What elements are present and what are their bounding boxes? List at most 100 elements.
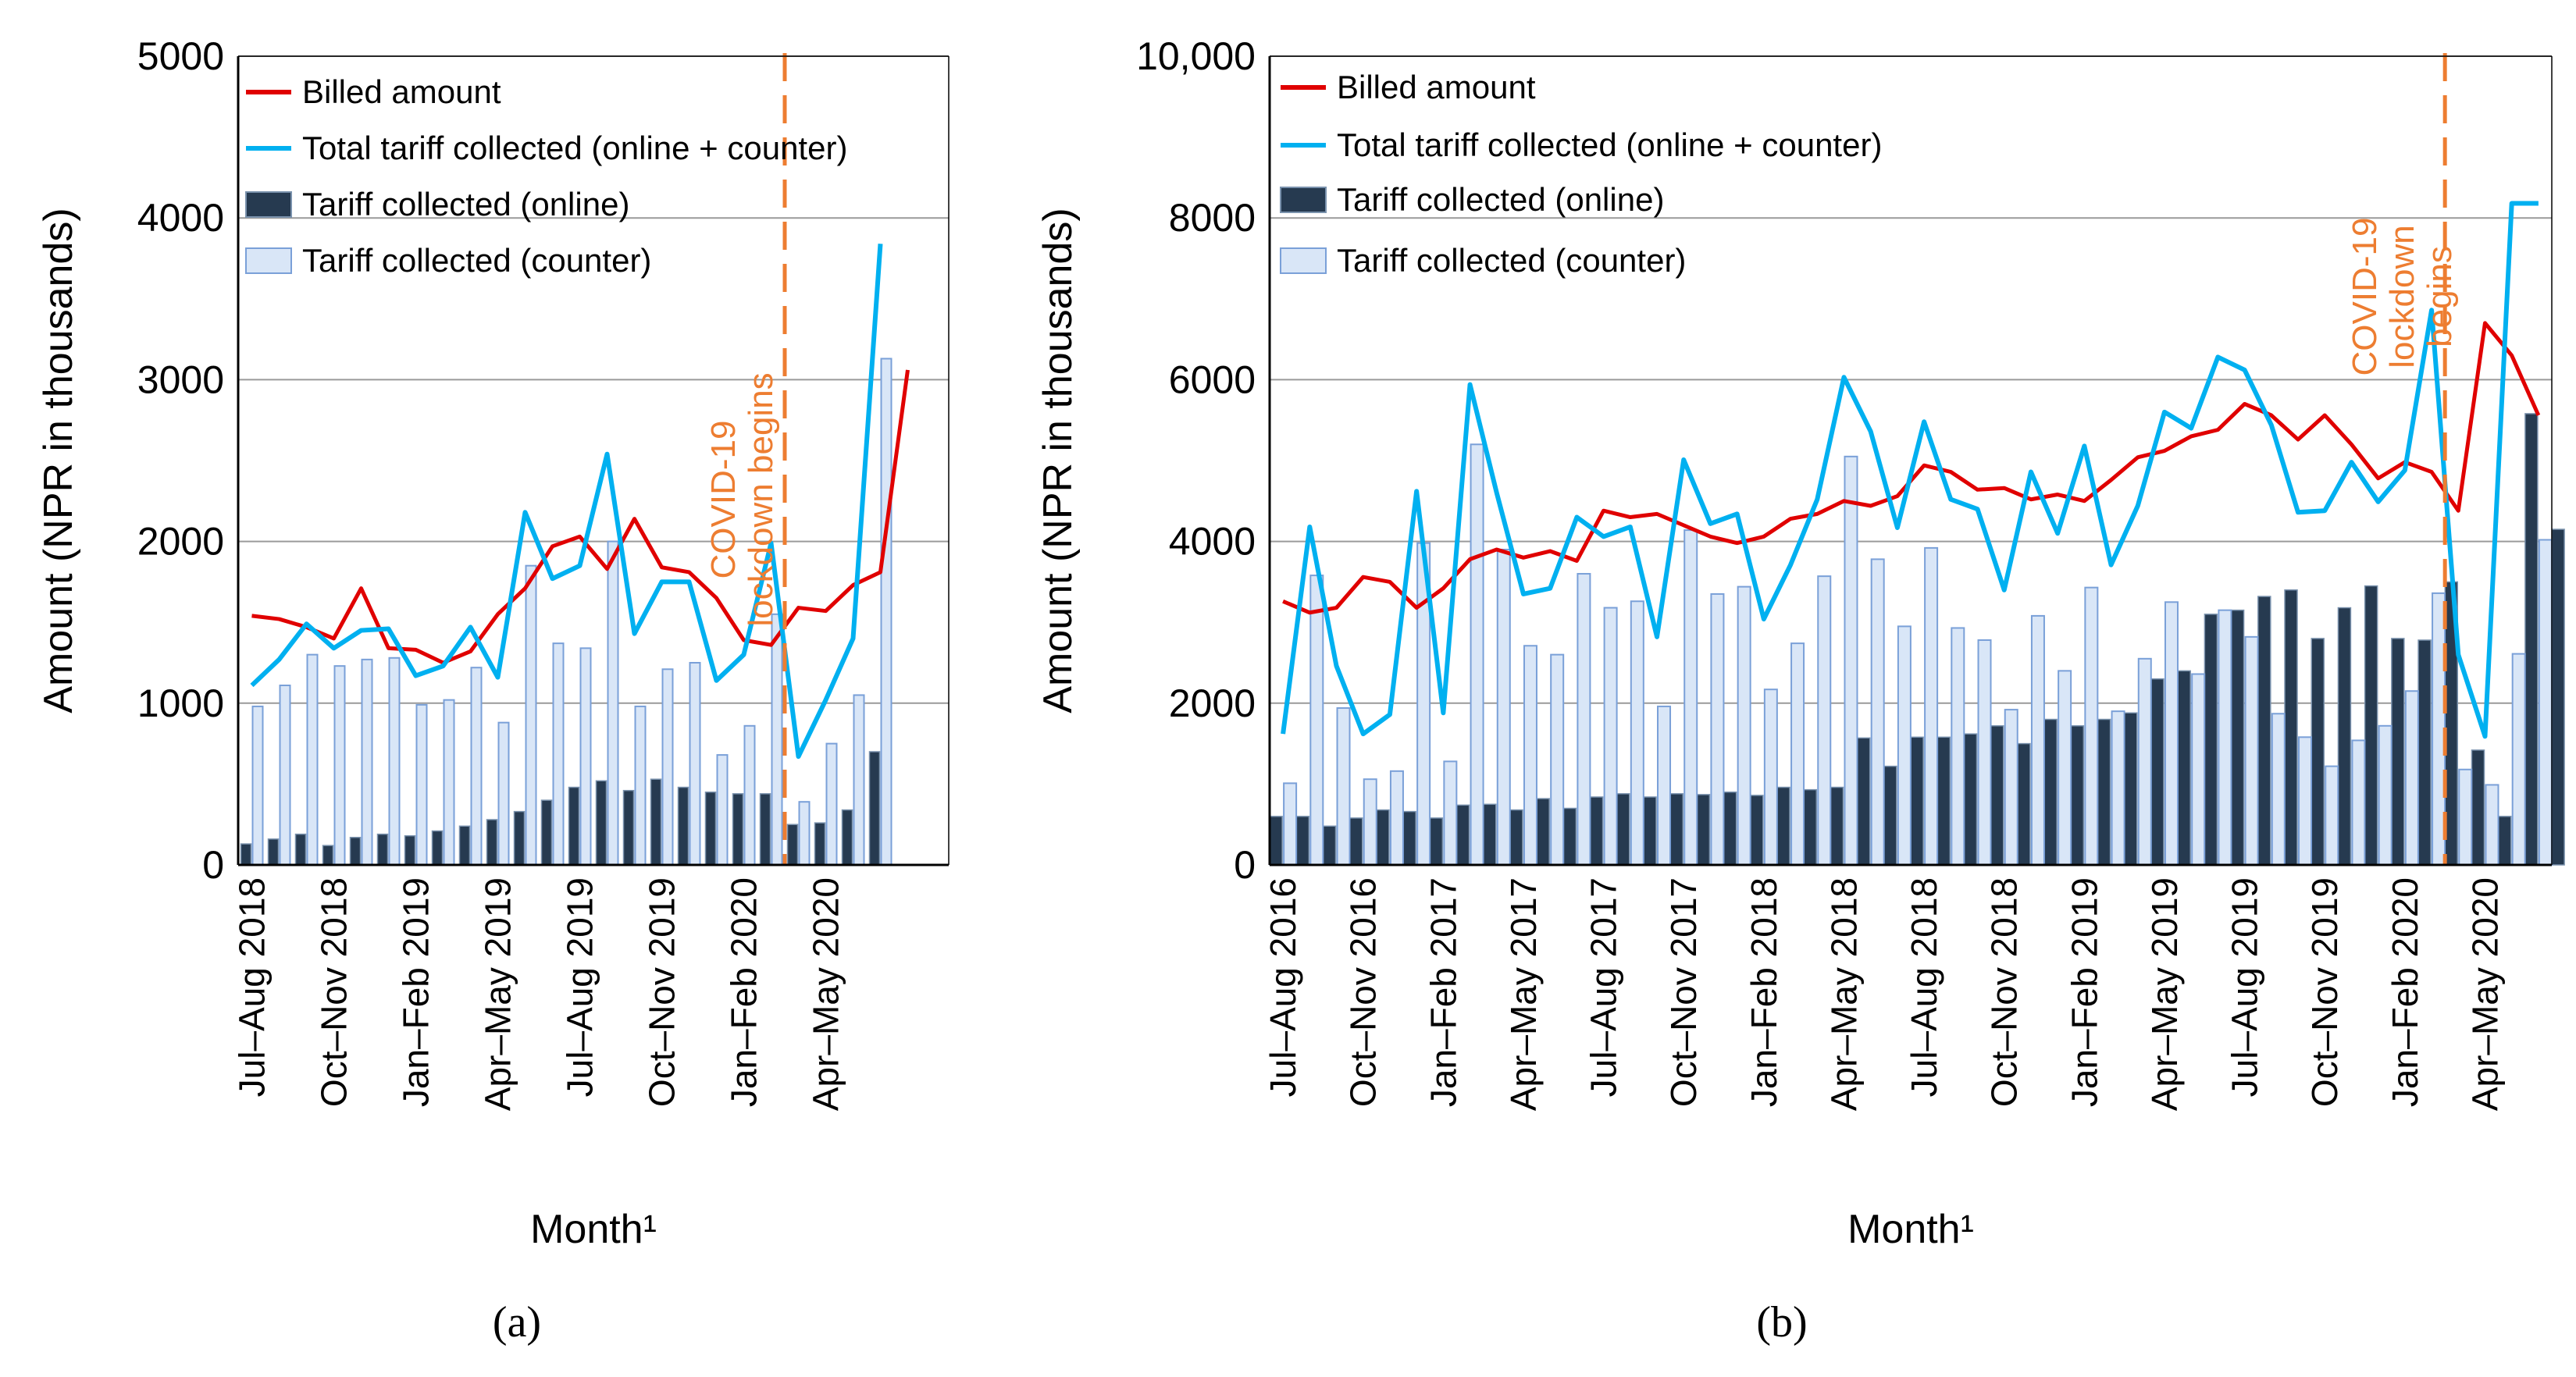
bar-counter (1577, 573, 1591, 866)
x-tick-label: Jul–Aug 2019 (560, 877, 600, 1097)
bar-online (349, 837, 362, 866)
bar-counter (771, 613, 783, 866)
bar-counter (2485, 784, 2499, 866)
bar-online (294, 833, 307, 866)
bar-online (1322, 825, 1337, 866)
bar-counter (1496, 548, 1511, 866)
bar-online (568, 786, 580, 866)
x-tick-label: Jan–Feb 2018 (1744, 877, 1784, 1107)
bar-online (650, 778, 662, 866)
bar-online (2124, 712, 2138, 866)
legend-label-online: Tariff collected (online) (302, 186, 629, 222)
x-tick-label: Jan–Feb 2020 (2385, 877, 2425, 1107)
bar-online (1936, 736, 1951, 866)
bar-online (2230, 609, 2245, 866)
bar-online (841, 809, 853, 866)
bar-online (1990, 725, 2004, 866)
bar-online (431, 830, 444, 866)
bar-counter (2325, 765, 2339, 866)
bar-online (2551, 528, 2565, 866)
bar-online (2311, 638, 2325, 866)
legend-label-total: Total tariff collected (online + counter… (1337, 126, 1882, 163)
x-tick-label: Apr–May 2019 (2144, 877, 2185, 1111)
bar-counter (1683, 529, 1698, 866)
x-tick-label: Jan–Feb 2020 (724, 877, 764, 1107)
bar-counter (2351, 739, 2366, 866)
panel-label: (b) (1756, 1298, 1807, 1347)
x-tick-label: Jul–Aug 2016 (1263, 877, 1303, 1097)
y-axis-title: Amount (NPR in thousands) (36, 208, 81, 713)
bar-online (486, 819, 498, 866)
bar-counter (1737, 585, 1751, 866)
covid-annotation-text: begins (2421, 246, 2459, 347)
y-tick-label: 4000 (1169, 520, 1256, 564)
bar-counter (2058, 670, 2072, 866)
bar-online (2017, 742, 2031, 866)
bar-online (1402, 810, 1416, 866)
bar-online (2337, 607, 2352, 866)
chart-panel-b: COVID-19 lockdown begins 0 2000 4000 6000 8000 1… (1035, 34, 2565, 1347)
bar-counter (388, 656, 401, 866)
bar-online (2417, 639, 2432, 866)
bar-counter (552, 642, 565, 866)
bar-online (786, 824, 799, 866)
bar-counter (1389, 770, 1404, 866)
covid-annotation-text: COVID-19 (704, 421, 743, 579)
bar-counter (1603, 607, 1618, 866)
bar-counter (1309, 575, 1324, 866)
covid-annotation-text: lockdown (2383, 225, 2421, 368)
bar-online (240, 843, 252, 866)
y-tick-label: 10,000 (1136, 34, 1256, 78)
x-tick-label: Oct–Nov 2019 (2304, 877, 2345, 1107)
bar-counter (497, 721, 510, 866)
bar-counter (1790, 642, 1805, 866)
bar-counter (2191, 673, 2206, 866)
bar-counter (853, 694, 865, 866)
series-total-line (1281, 201, 2539, 739)
bar-online (1589, 796, 1604, 866)
bar-online (1483, 803, 1497, 866)
bar-online (2524, 413, 2539, 866)
bar-online (1643, 796, 1657, 866)
bar-online (1429, 817, 1444, 866)
bar-counter (1283, 782, 1298, 866)
legend-swatch-online (245, 191, 292, 218)
bar-counter (1630, 600, 1644, 866)
bar-online (732, 793, 744, 866)
bar-online (513, 810, 526, 866)
bar-online (2070, 725, 2085, 866)
bar-online (1830, 786, 1844, 866)
series-billed-line (251, 369, 910, 665)
legend-label-total: Total tariff collected (online + counter… (302, 130, 847, 166)
bar-online (2284, 589, 2298, 866)
y-tick-label: 0 (202, 843, 224, 887)
bar-counter (1844, 455, 1858, 866)
bar-counter (825, 742, 838, 866)
x-tick-label: Apr–May 2018 (1823, 877, 1864, 1111)
bar-counter (880, 358, 893, 866)
bar-counter (1443, 760, 1458, 866)
y-axis-title: Amount (NPR in thousands) (1035, 208, 1081, 713)
bar-counter (2298, 736, 2313, 866)
bar-counter (2030, 614, 2045, 866)
covid-annotation-text: lockdown begins (742, 372, 780, 626)
bar-online (1723, 792, 1737, 866)
bar-online (704, 792, 717, 866)
bar-counter (333, 665, 346, 866)
bar-counter (1870, 558, 1885, 866)
bar-online (1269, 816, 1283, 866)
covid-annotation: COVID-19 lockdown begins (704, 372, 780, 626)
bar-counter (2164, 601, 2179, 866)
bar-counter (2378, 724, 2393, 866)
bar-online (1963, 733, 1978, 866)
x-tick-label: Apr–May 2020 (806, 877, 846, 1111)
bar-online (2391, 638, 2405, 866)
bar-online (2497, 816, 2512, 866)
y-tick-label: 4000 (137, 196, 224, 240)
legend-label-counter: Tariff collected (counter) (1337, 242, 1686, 279)
bar-counter (1470, 443, 1484, 866)
bar-counter (251, 705, 264, 866)
legend-label-billed: Billed amount (1337, 69, 1536, 105)
bar-online (2043, 718, 2058, 866)
bar-online (1295, 816, 1310, 866)
